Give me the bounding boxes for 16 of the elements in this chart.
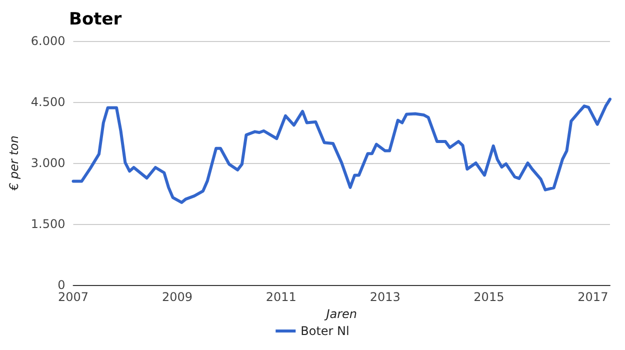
y-tick-label: 0 <box>58 278 66 292</box>
x-tick-label: 2017 <box>578 290 608 304</box>
y-axis-title: € per ton <box>7 136 21 192</box>
y-tick-label: 3.000 <box>30 156 66 170</box>
x-tick-label: 2009 <box>162 290 193 304</box>
x-tick-label: 2007 <box>58 290 89 304</box>
y-tick-label: 4.500 <box>30 95 66 109</box>
line-series <box>72 98 612 204</box>
x-tick-label: 2011 <box>266 290 296 304</box>
legend-label: Boter Nl <box>300 324 350 338</box>
y-tick-label: 6.000 <box>30 34 66 48</box>
x-tick-label: 2013 <box>370 290 400 304</box>
y-tick-label: 1.500 <box>30 217 66 231</box>
x-axis-title: Jaren <box>324 306 358 321</box>
x-tick-label: 2015 <box>474 290 504 304</box>
chart-title: Boter <box>69 10 122 30</box>
